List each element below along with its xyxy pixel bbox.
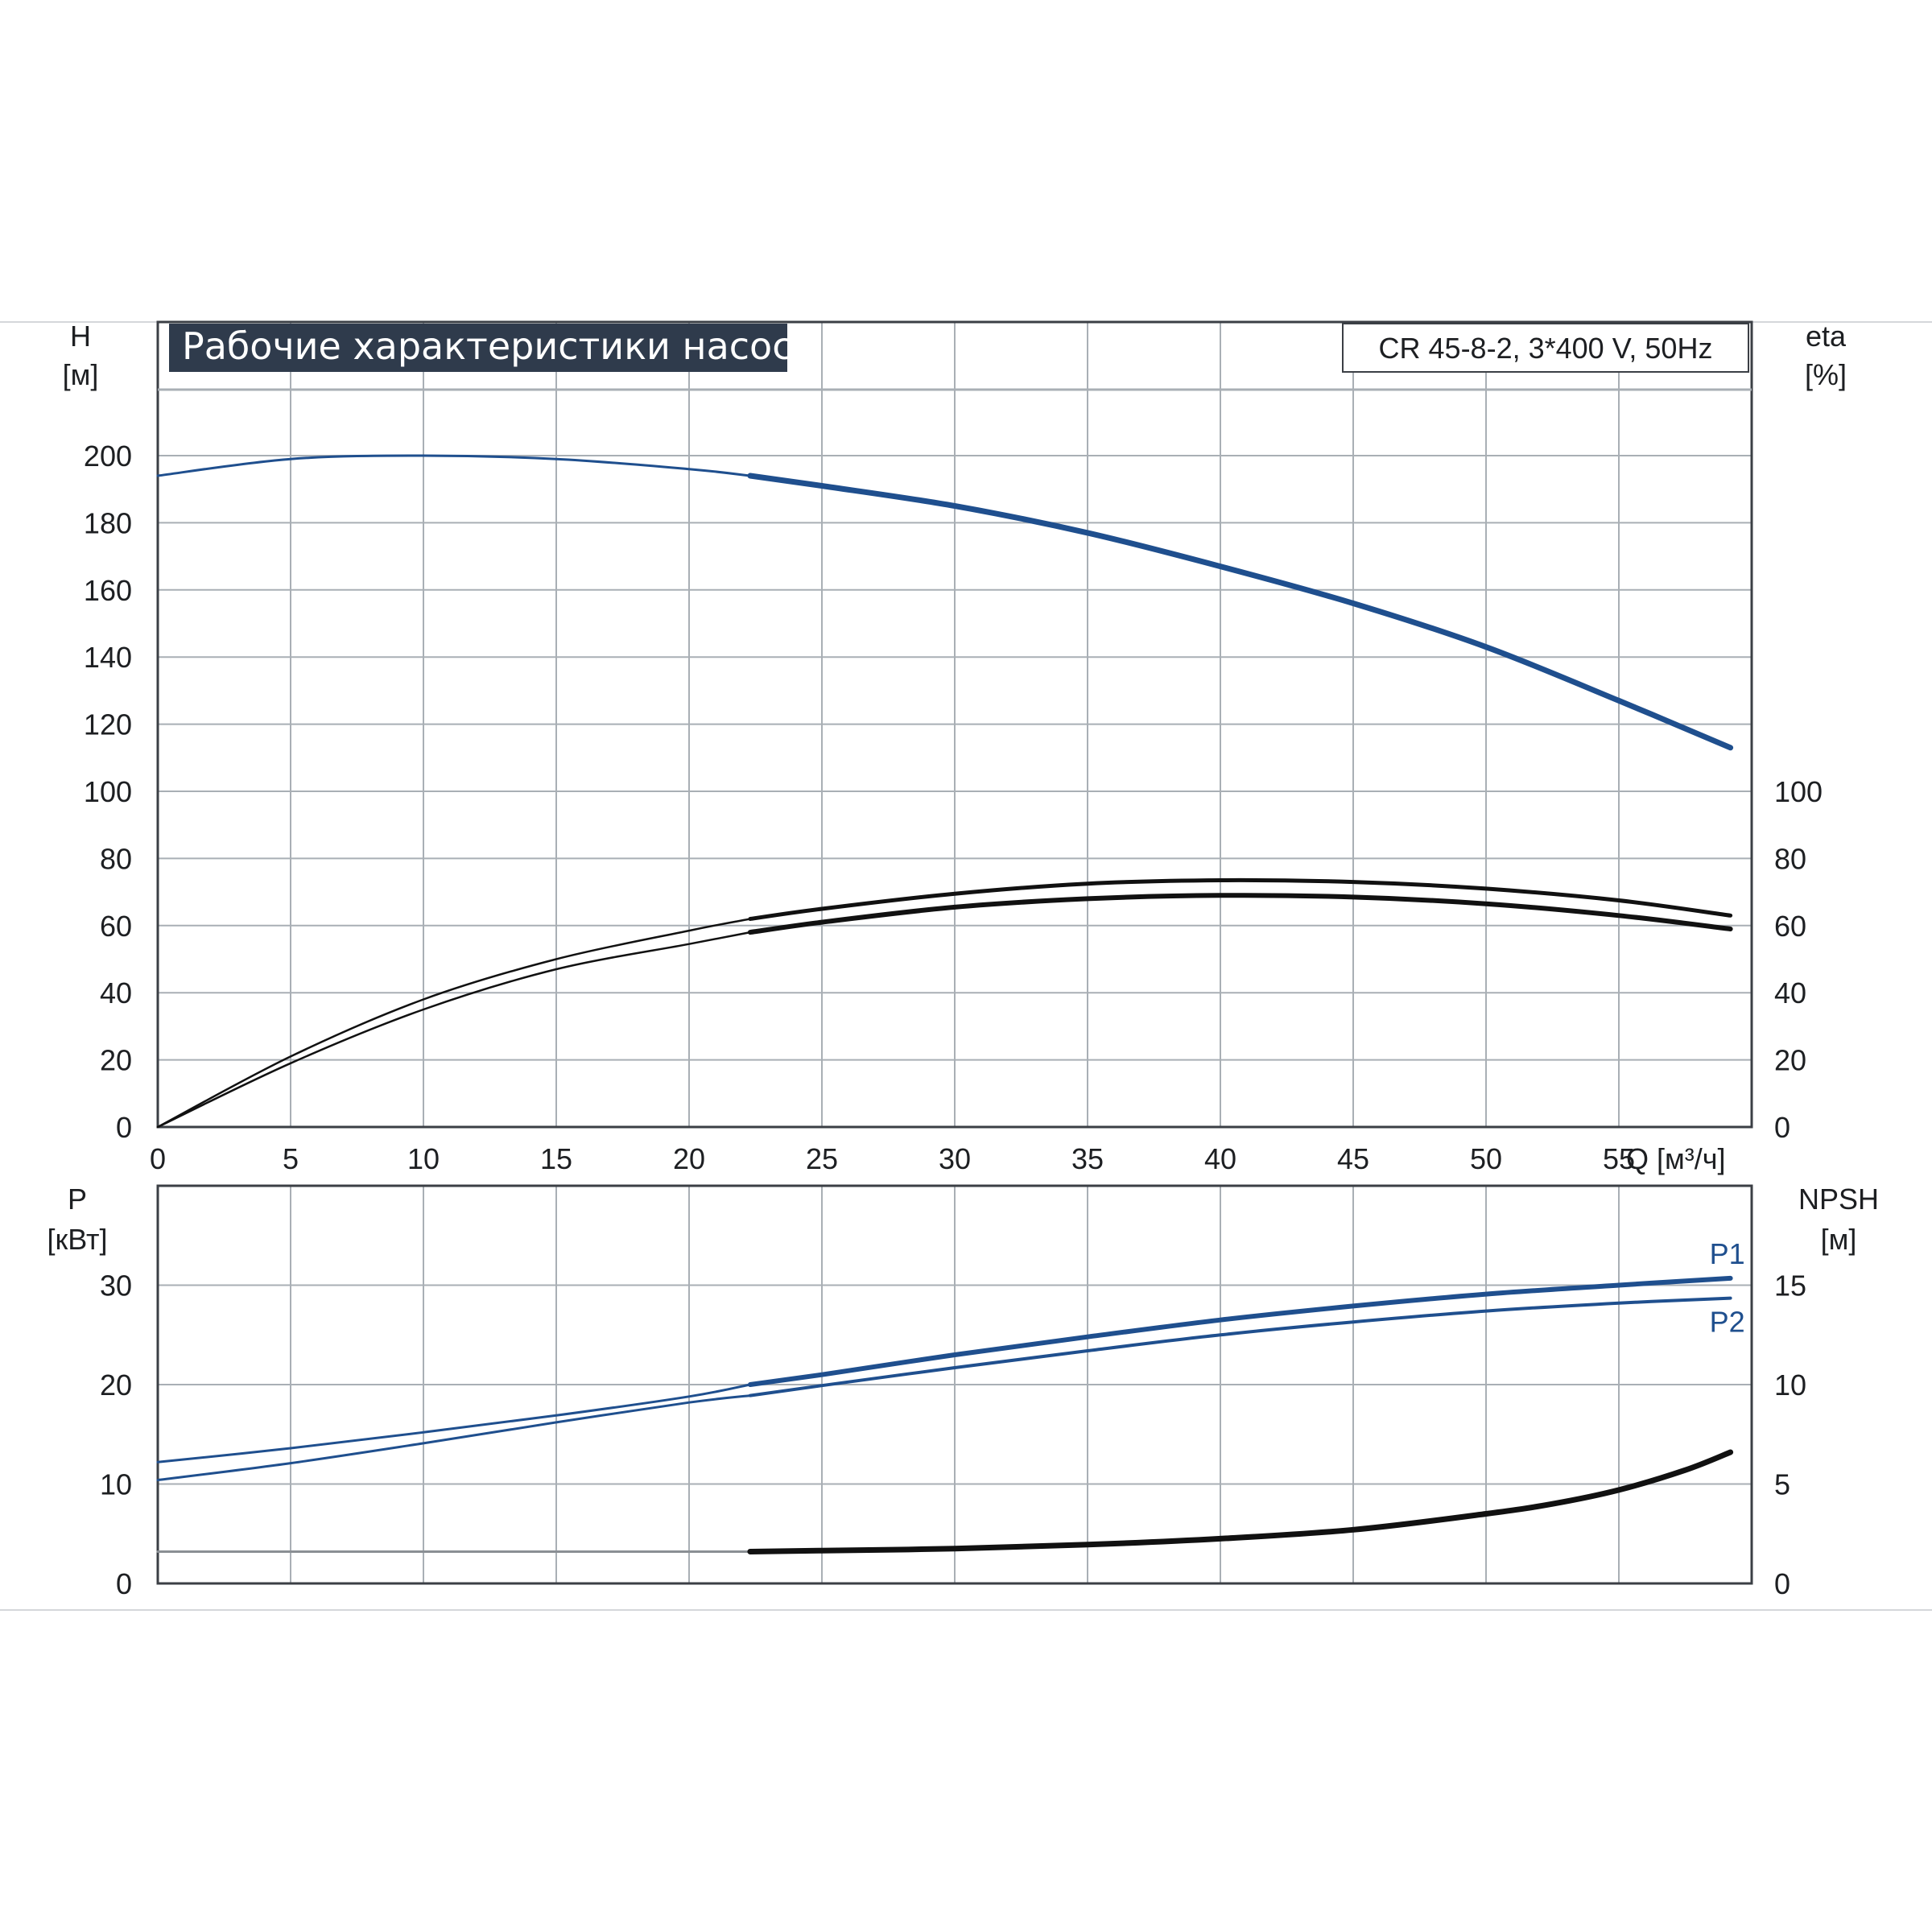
head-tick-label: 100: [84, 775, 132, 808]
efficiency-tick-label: 60: [1774, 910, 1806, 943]
model-label: CR 45-8-2, 3*400 V, 50Hz: [1379, 332, 1713, 365]
x-tick-label: 10: [407, 1142, 440, 1175]
efficiency-upper-curve-thick: [748, 877, 1733, 921]
bottom-plot-grid: [158, 1186, 1752, 1583]
efficiency-tick-label: 0: [1774, 1111, 1790, 1144]
curves: [156, 454, 1734, 1554]
x-tick-label: 40: [1204, 1142, 1236, 1175]
power-tick-label: 30: [100, 1269, 132, 1302]
head-tick-label: 20: [100, 1044, 132, 1077]
chart-title: Рабочие характеристики насоса: [182, 324, 815, 368]
tick-labels: 0 5 10 15 20 25 30 35 40 45 50 55020406080100120140…: [84, 440, 1823, 1600]
model-label-box: [1342, 323, 1749, 373]
efficiency-lower-curve-thin: [156, 931, 752, 1129]
x-tick-label: 25: [806, 1142, 838, 1175]
bottom-plot-frame: [156, 1184, 1753, 1585]
head-tick-label: 80: [100, 842, 132, 875]
x-tick-label: 15: [540, 1142, 572, 1175]
head-tick-label: 140: [84, 641, 132, 674]
x-tick-label: 30: [939, 1142, 971, 1175]
x-tick-label: 45: [1337, 1142, 1369, 1175]
p2-label: P2: [1710, 1306, 1745, 1339]
head-axis-unit: [м]: [63, 358, 99, 391]
power-axis-label: P: [68, 1183, 87, 1216]
efficiency-axis-unit: [%]: [1805, 358, 1847, 391]
efficiency-lower-curve-thick: [747, 893, 1733, 935]
efficiency-tick-label: 100: [1774, 775, 1823, 808]
npsh-tick-label: 10: [1774, 1368, 1806, 1402]
efficiency-tick-label: 80: [1774, 842, 1806, 875]
head-tick-label: 0: [116, 1111, 132, 1144]
power-axis-unit: [кВт]: [47, 1223, 107, 1256]
p2-curve-thick: [748, 1296, 1732, 1397]
npsh-tick-label: 5: [1774, 1468, 1790, 1501]
efficiency-tick-label: 20: [1774, 1044, 1806, 1077]
efficiency-tick-label: 40: [1774, 976, 1806, 1009]
power-tick-label: 20: [100, 1368, 132, 1402]
npsh-axis-unit: [м]: [1821, 1223, 1857, 1256]
head-tick-label: 60: [100, 910, 132, 943]
efficiency-axis-label: eta: [1806, 320, 1847, 353]
head-tick-label: 180: [84, 506, 132, 539]
x-tick-label: 20: [673, 1142, 705, 1175]
head-axis-label: H: [70, 320, 91, 353]
top-plot-grid: [158, 322, 1752, 1127]
efficiency-upper-curve-thin: [156, 918, 752, 1129]
x-tick-label: 0: [150, 1142, 166, 1175]
npsh-axis-label: NPSH: [1798, 1183, 1879, 1216]
x-tick-label: 5: [283, 1142, 299, 1175]
head-curve-thin: [156, 454, 752, 477]
npsh-tick-label: 15: [1774, 1269, 1806, 1302]
head-tick-label: 40: [100, 976, 132, 1009]
x-tick-label: 35: [1071, 1142, 1104, 1175]
npsh-tick-label: 0: [1774, 1567, 1790, 1600]
title-banner: [169, 324, 787, 372]
power-tick-label: 10: [100, 1468, 132, 1501]
top-plot-frame: [156, 320, 1753, 1129]
p1-curve-thin: [156, 1383, 752, 1463]
head-curve-thick: [747, 473, 1734, 751]
x-tick-label: 55: [1603, 1142, 1635, 1175]
p2-curve-thin: [156, 1394, 752, 1482]
head-tick-label: 160: [84, 574, 132, 607]
head-tick-label: 200: [84, 440, 132, 473]
head-tick-label: 120: [84, 708, 132, 741]
power-tick-label: 0: [116, 1567, 132, 1600]
p1-label: P1: [1710, 1237, 1745, 1270]
p1-curve-thick: [747, 1275, 1733, 1387]
flow-axis-label: Q [м³/ч]: [1626, 1142, 1726, 1175]
series-labels: P1 P2: [1710, 1237, 1745, 1339]
x-tick-label: 50: [1470, 1142, 1502, 1175]
npsh-curve-thick: [747, 1449, 1734, 1554]
